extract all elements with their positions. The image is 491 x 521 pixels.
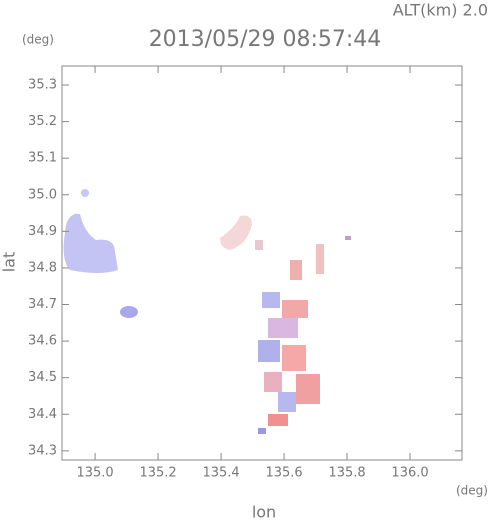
- y-tick-label: 35.3: [28, 78, 57, 93]
- echo-region: [120, 306, 138, 318]
- x-tick-label: 135.0: [76, 466, 113, 481]
- echo-region: [268, 318, 298, 338]
- echo-region: [81, 189, 89, 197]
- y-tick-label: 34.9: [28, 224, 57, 239]
- echo-region: [296, 374, 320, 404]
- echo-region: [63, 213, 118, 273]
- echo-region: [262, 292, 280, 308]
- y-tick-label: 34.4: [28, 407, 57, 422]
- echo-region: [268, 414, 288, 426]
- echo-region: [345, 236, 351, 240]
- y-tick-label: 35.0: [28, 187, 57, 202]
- x-tick-label: 135.8: [328, 466, 365, 481]
- x-tick-label: 135.2: [139, 466, 176, 481]
- y-tick-label: 35.1: [28, 151, 57, 166]
- x-axis-label: lon: [252, 503, 276, 521]
- y-axis-label: lat: [0, 252, 19, 273]
- echo-region: [220, 215, 252, 250]
- y-unit: (deg): [22, 33, 54, 47]
- echo-region: [264, 372, 282, 392]
- y-tick-label: 35.2: [28, 114, 57, 129]
- echo-region: [290, 260, 302, 280]
- chart-title: 2013/05/29 08:57:44: [149, 27, 382, 52]
- echo-regions: [63, 189, 351, 434]
- y-tick-label: 34.6: [28, 334, 57, 349]
- y-tick-label: 34.7: [28, 297, 57, 312]
- altitude-label: ALT(km) 2.0: [393, 1, 488, 20]
- echo-region: [278, 392, 296, 412]
- echo-region: [282, 300, 308, 318]
- echo-region: [255, 240, 263, 250]
- y-tick-label: 34.5: [28, 370, 57, 385]
- x-tick-label: 135.4: [202, 466, 239, 481]
- plot-frame: [61, 65, 463, 461]
- x-tick-label: 136.0: [391, 466, 428, 481]
- y-tick-label: 34.8: [28, 260, 57, 275]
- x-tick-label: 135.6: [265, 466, 302, 481]
- echo-region: [316, 244, 324, 274]
- echo-region: [258, 340, 280, 362]
- echo-region: [258, 428, 266, 434]
- y-tick-label: 34.3: [28, 443, 57, 458]
- x-unit: (deg): [456, 484, 488, 498]
- echo-region: [282, 345, 306, 371]
